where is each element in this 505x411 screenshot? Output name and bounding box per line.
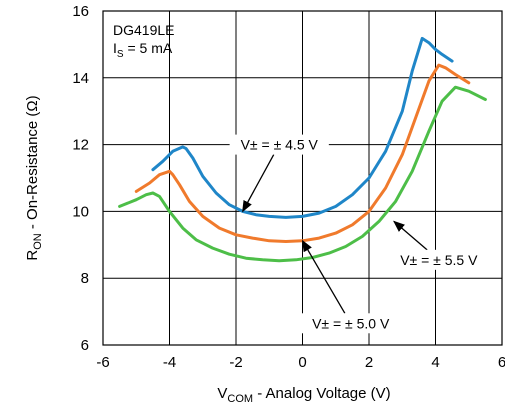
grid <box>102 10 503 346</box>
annotation-arrow <box>393 220 428 251</box>
y-axis-title: RON - On-Resistance (Ω) <box>24 95 44 260</box>
series-line <box>151 36 454 219</box>
x-tick-label: 6 <box>498 354 505 371</box>
x-tick-label: -6 <box>96 354 109 371</box>
y-axis-title-subscript: ON <box>32 233 44 250</box>
test-condition-subscript: S <box>117 49 124 60</box>
annotation-arrow <box>301 239 346 314</box>
x-tick-label: 4 <box>431 354 439 371</box>
device-label: DG419LE <box>113 22 174 38</box>
test-condition-symbol: I <box>113 40 117 56</box>
annotation-background <box>229 134 329 155</box>
x-tick-label: 2 <box>365 354 373 371</box>
y-axis-title-text: - On-Resistance (Ω) <box>24 95 41 233</box>
series-line <box>134 63 471 243</box>
series-group <box>118 36 487 263</box>
y-tick-label: 16 <box>72 3 89 20</box>
y-axis-title-symbol: R <box>24 250 41 261</box>
x-axis-title: VCOM - Analog Voltage (V) <box>217 385 390 405</box>
annotation-label: V± = ± 5.5 V <box>400 252 478 268</box>
annotation-background <box>301 313 401 334</box>
y-tick-label: 14 <box>72 70 89 87</box>
plot-frame <box>102 10 503 346</box>
annotation-background <box>389 249 489 270</box>
series-line <box>118 85 487 263</box>
x-axis-title-text: - Analog Voltage (V) <box>253 385 391 402</box>
x-tick-label: -2 <box>229 354 242 371</box>
series-annotations: V± = ± 4.5 V V± = ± 5.0 V V± = ± 5.5 V <box>229 134 489 334</box>
y-tick-label: 6 <box>81 337 89 354</box>
annotation-label: V± = ± 4.5 V <box>241 137 319 153</box>
x-tick-label: 0 <box>298 354 306 371</box>
test-condition-value: = 5 mA <box>124 40 173 56</box>
y-tick-label: 10 <box>72 203 89 220</box>
plot-border <box>102 10 503 346</box>
x-axis-title-subscript: COM <box>227 393 253 405</box>
tick-labels: -6 -4 -2 0 2 4 6 6 8 10 12 14 16 <box>72 3 505 371</box>
condition-label-block: DG419LE IS = 5 mA <box>113 22 174 60</box>
y-tick-label: 12 <box>72 137 89 154</box>
x-axis-title-symbol: V <box>217 385 227 402</box>
annotation-arrow <box>242 154 275 213</box>
y-tick-label: 8 <box>81 270 89 287</box>
annotation-label: V± = ± 5.0 V <box>312 315 390 331</box>
test-condition-label: IS = 5 mA <box>113 40 173 60</box>
x-tick-label: -4 <box>163 354 176 371</box>
